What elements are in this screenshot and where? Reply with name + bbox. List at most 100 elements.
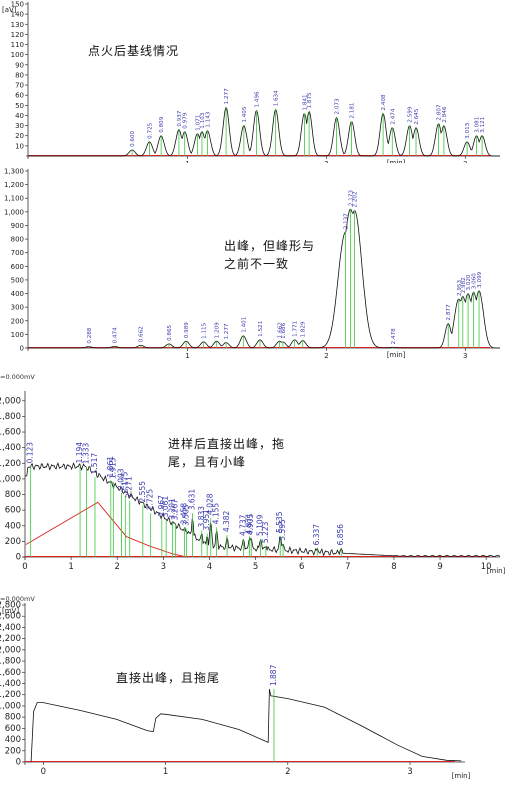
y-tick-label: 800 bbox=[5, 490, 21, 500]
x-tick-label: 2 bbox=[324, 352, 328, 360]
y-tick-label: 120 bbox=[11, 31, 24, 39]
y-tick-label: 1,200 bbox=[0, 459, 21, 469]
integration-baseline bbox=[25, 501, 187, 558]
y-tick-label: 10 bbox=[15, 142, 24, 150]
x-tick-label: 1 bbox=[163, 767, 168, 777]
peak-label: 0.989 bbox=[184, 322, 190, 338]
y-tick-label: 40 bbox=[15, 112, 24, 120]
y-tick-label: 1,400 bbox=[0, 443, 21, 453]
peak-label: 1.662 bbox=[278, 322, 284, 338]
peak-label: 1.333 bbox=[81, 442, 90, 464]
signal-trace bbox=[28, 208, 500, 349]
peak-label: 3.458 bbox=[179, 503, 188, 525]
peak-label: 1.103 bbox=[200, 112, 206, 128]
peak-label: 1.194 bbox=[75, 442, 84, 464]
y-tick-label: 110 bbox=[11, 41, 24, 49]
peak-label: 1.517 bbox=[90, 453, 99, 475]
y-tick-label: 1,400 bbox=[0, 679, 21, 689]
y-tick-label: 100 bbox=[11, 331, 24, 339]
chart-panel-1: 102030405060708090100110120130140150123[… bbox=[0, 0, 512, 168]
chart-4-annotation: 直接出峰，且拖尾 bbox=[116, 671, 221, 685]
y-tick-label: 70 bbox=[15, 82, 24, 90]
x-tick-label: 1 bbox=[68, 562, 73, 572]
peak-label: 5.535 bbox=[275, 511, 284, 533]
peak-label: 1.829 bbox=[301, 321, 307, 337]
x-tick-label: 8 bbox=[391, 562, 396, 572]
peak-label: 6.856 bbox=[336, 524, 345, 546]
peak-label: 4.028 bbox=[206, 493, 215, 515]
chart-panel-2: 0 100 200 300 400 500 600 700 800 900 1,000 1,100 1,… bbox=[0, 163, 512, 373]
peak-label: 2.478 bbox=[391, 328, 397, 344]
peak-label: 2.555 bbox=[138, 481, 147, 503]
y-tick-label: 2,800 bbox=[0, 601, 21, 611]
y-tick-label: 1,200 bbox=[0, 690, 21, 700]
peak-label: 2.807 bbox=[437, 104, 443, 120]
peak-label: 0.937 bbox=[177, 110, 183, 126]
x-tick-label: 10 bbox=[481, 562, 492, 572]
peak-label: 3.020 bbox=[466, 274, 472, 290]
x-tick-label: 3 bbox=[463, 352, 467, 360]
y-tick-label: 800 bbox=[11, 236, 24, 244]
peak-label: 3.013 bbox=[465, 122, 471, 138]
peak-label: 2.202 bbox=[353, 191, 359, 207]
peak-label: 3.951 bbox=[202, 509, 211, 531]
peak-label: 2.877 bbox=[446, 304, 452, 320]
y-tick-label: 1,600 bbox=[0, 668, 21, 678]
peak-label: 3.631 bbox=[187, 489, 196, 511]
peak-label: 0.979 bbox=[183, 112, 189, 128]
peak-label: 1.071 bbox=[196, 114, 202, 130]
y-tick-label: 600 bbox=[11, 263, 24, 271]
chart-3-svg: 0 200 400 600 800 1,000 1,200 1,400 1,600 1,800 2,… bbox=[0, 391, 506, 575]
peak-label: 1.915 bbox=[108, 457, 117, 479]
x-axis-label: [min] bbox=[487, 567, 506, 575]
y-tick-label: 1,000 bbox=[0, 474, 21, 484]
x-axis-label: [min] bbox=[452, 772, 471, 780]
y-tick-label: 400 bbox=[5, 521, 21, 531]
peak-label: 1.405 bbox=[242, 106, 248, 122]
y-tick-label: 2,200 bbox=[0, 634, 21, 644]
peak-label: 1.496 bbox=[255, 91, 261, 107]
peak-label: 4.905 bbox=[246, 514, 255, 536]
x-tick-label: 1 bbox=[185, 352, 189, 360]
y-tick-label: 200 bbox=[5, 746, 21, 756]
peak-label: 3.061 bbox=[161, 496, 170, 518]
y-tick-label: 1,300 bbox=[4, 168, 24, 176]
y-tick-label: 130 bbox=[11, 21, 24, 29]
x-tick-label: 2 bbox=[115, 562, 120, 572]
y-tick-label: 1,200 bbox=[4, 181, 24, 189]
peak-label: 2.599 bbox=[408, 106, 414, 122]
peak-label: 4.155 bbox=[212, 503, 221, 525]
peak-label: 2.725 bbox=[146, 489, 155, 511]
peak-label: 4.871 bbox=[245, 513, 254, 535]
peak-label: 5.595 bbox=[278, 519, 287, 541]
peak-label: 2.846 bbox=[442, 106, 448, 122]
peak-label: 3.081 bbox=[475, 116, 481, 132]
peak-label: 1.277 bbox=[224, 88, 230, 104]
peak-label: 0.809 bbox=[159, 116, 165, 132]
chart-panel-3: =0.000mV 0 200 400 600 800 1,000 1,200 1,400 1,6… bbox=[0, 373, 512, 595]
x-tick-label: 3 bbox=[407, 767, 412, 777]
peak-label: 5.223 bbox=[261, 521, 270, 543]
y-tick-label: 1,800 bbox=[0, 657, 21, 667]
y-tick-label: 400 bbox=[5, 735, 21, 745]
peak-label: 1.634 bbox=[274, 90, 280, 106]
y-tick-label: 500 bbox=[11, 276, 24, 284]
peak-label: 3.099 bbox=[477, 271, 483, 287]
y-tick-label: 140 bbox=[11, 11, 24, 19]
signal-trace bbox=[30, 689, 462, 763]
y-tick-label: 60 bbox=[15, 92, 24, 100]
peak-label: 2.271 bbox=[125, 476, 134, 498]
peak-label: 1.771 bbox=[293, 320, 299, 336]
y-tick-label: 1,800 bbox=[0, 412, 21, 422]
y-tick-label: 2,400 bbox=[0, 623, 21, 633]
y-tick-label: 1,100 bbox=[4, 195, 24, 203]
y-axis-label: [aV] bbox=[2, 6, 17, 14]
y-tick-label: 1,000 bbox=[0, 701, 21, 711]
peak-label: 1.115 bbox=[202, 322, 208, 338]
peak-label: 5.109 bbox=[256, 514, 265, 536]
y-tick-label: 80 bbox=[15, 71, 24, 79]
y-tick-label: 30 bbox=[15, 122, 24, 130]
y-tick-label: 2,000 bbox=[0, 396, 21, 406]
